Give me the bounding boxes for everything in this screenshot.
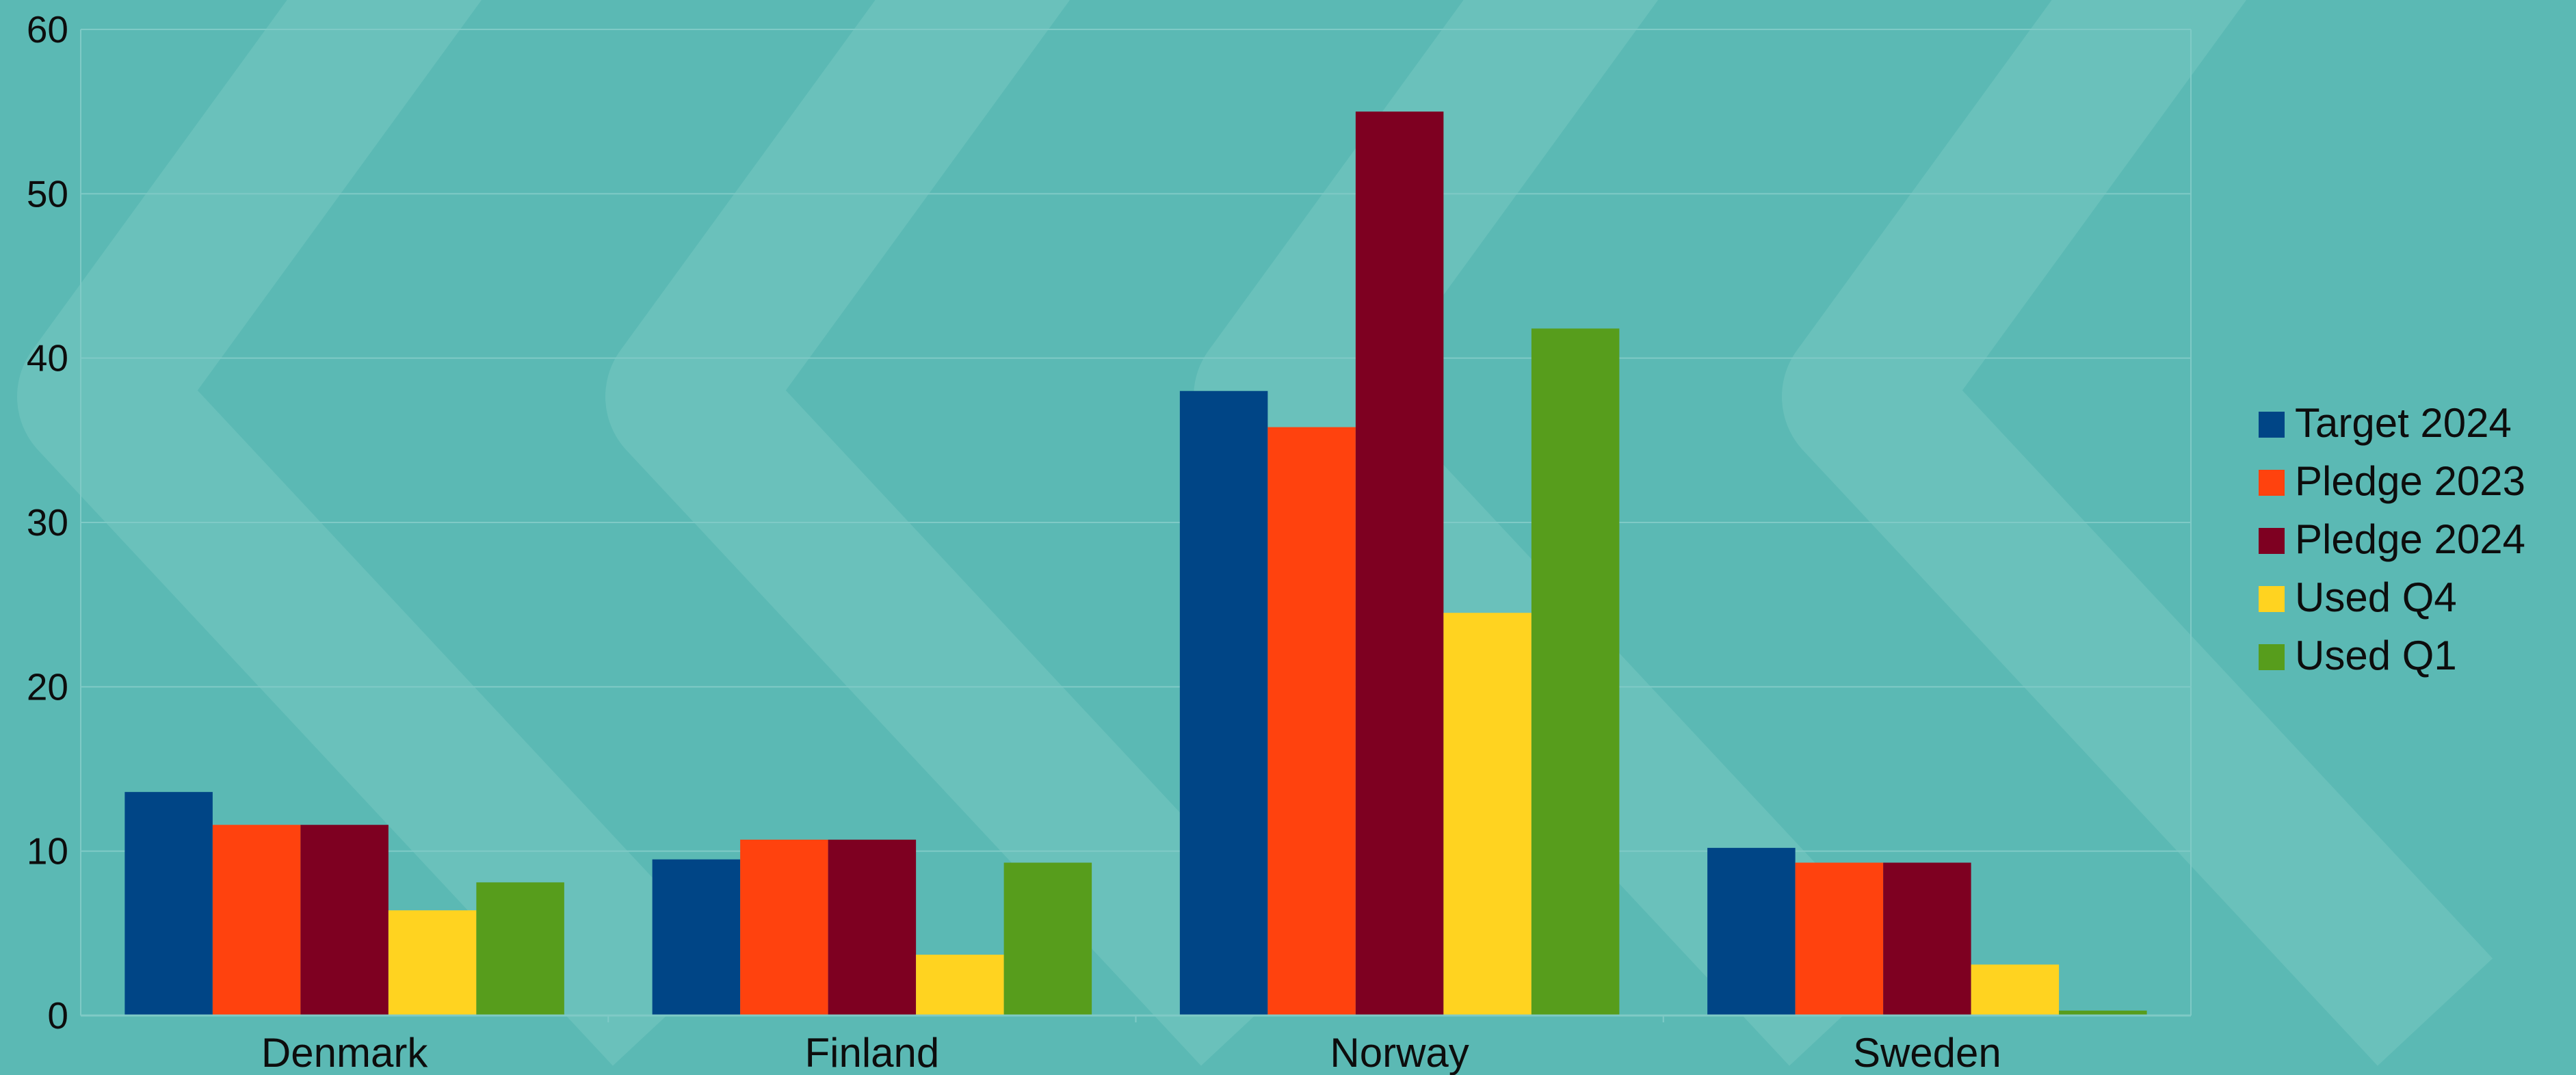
x-category-label: Sweden xyxy=(1853,1030,2001,1075)
y-tick-label: 0 xyxy=(47,994,68,1037)
bar-sweden-pledge-2023 xyxy=(1795,862,1884,1016)
bar-finland-used-q4 xyxy=(916,955,1004,1016)
y-tick-label: 40 xyxy=(27,337,68,380)
y-tick-label: 20 xyxy=(27,665,68,708)
bar-norway-target-2024 xyxy=(1179,390,1268,1016)
legend-label: Used Q1 xyxy=(2295,633,2457,678)
x-category-label: Finland xyxy=(804,1030,939,1075)
legend: Target 2024 Pledge 2023 Pledge 2024 Used Q4… xyxy=(2259,400,2525,678)
bar-finland-target-2024 xyxy=(652,859,741,1016)
y-tick-label: 30 xyxy=(27,501,68,544)
bar-denmark-used-q4 xyxy=(388,910,477,1016)
watermark-chevron xyxy=(1194,0,1905,1066)
bar-norway-used-q1 xyxy=(1531,328,1620,1016)
bar-finland-pledge-2024 xyxy=(828,839,917,1016)
bar-sweden-pledge-2024 xyxy=(1883,862,1971,1016)
legend-swatch xyxy=(2259,470,2285,496)
y-tick-label: 10 xyxy=(27,830,68,873)
legend-label: Pledge 2023 xyxy=(2295,458,2525,504)
x-category-label: Denmark xyxy=(261,1030,428,1075)
legend-label: Used Q4 xyxy=(2295,574,2457,620)
bar-finland-used-q1 xyxy=(1003,862,1092,1016)
watermark-chevron xyxy=(605,0,1317,1066)
bar-denmark-target-2024 xyxy=(124,792,213,1016)
bar-finland-pledge-2023 xyxy=(740,839,828,1016)
bar-denmark-used-q1 xyxy=(476,882,564,1016)
bar-norway-used-q4 xyxy=(1443,613,1532,1016)
legend-label: Pledge 2024 xyxy=(2295,516,2525,562)
bar-sweden-used-q1 xyxy=(2059,1010,2147,1016)
watermark-chevron xyxy=(17,0,728,1066)
bar-sweden-used-q4 xyxy=(1971,964,2060,1016)
legend-label: Target 2024 xyxy=(2295,400,2512,446)
axes: 0 10 20 30 40 50 60 Denmark Finland Norway Sweden xyxy=(27,8,2191,1075)
bar-norway-pledge-2024 xyxy=(1355,111,1444,1016)
bar-denmark-pledge-2023 xyxy=(212,825,301,1016)
legend-swatch xyxy=(2259,644,2285,670)
gridlines xyxy=(81,29,2192,1016)
bar-denmark-pledge-2024 xyxy=(300,825,389,1016)
y-tick-label: 50 xyxy=(27,172,68,215)
bars xyxy=(124,111,2147,1016)
watermark-chevron xyxy=(1782,0,2493,1066)
bar-sweden-target-2024 xyxy=(1707,847,1796,1016)
legend-swatch xyxy=(2259,412,2285,438)
legend-swatch xyxy=(2259,586,2285,612)
bar-norway-pledge-2023 xyxy=(1267,427,1356,1016)
x-category-label: Norway xyxy=(1330,1030,1469,1075)
y-tick-label: 60 xyxy=(27,8,68,51)
watermark-pattern xyxy=(17,0,2493,1066)
legend-swatch xyxy=(2259,528,2285,554)
